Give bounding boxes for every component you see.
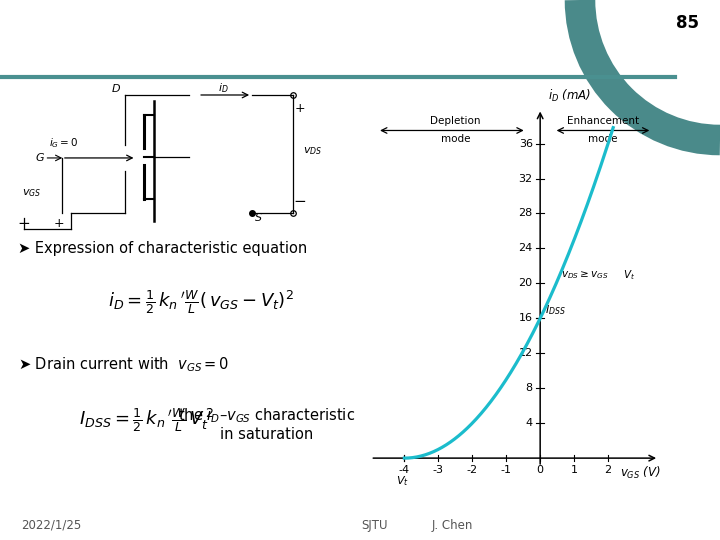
Text: 2022/1/25: 2022/1/25 <box>22 518 82 532</box>
Text: -1: -1 <box>500 465 512 475</box>
Text: Characteristic curves: Characteristic curves <box>17 31 366 60</box>
Text: $i_G = 0$: $i_G = 0$ <box>49 136 78 150</box>
Text: $V_t$: $V_t$ <box>624 268 636 281</box>
Text: $V_t$: $V_t$ <box>396 474 409 488</box>
Text: 36: 36 <box>518 139 533 148</box>
Text: 4: 4 <box>526 418 533 428</box>
Text: D: D <box>112 84 120 94</box>
Text: $v_{GS}$: $v_{GS}$ <box>22 187 42 199</box>
Text: S: S <box>255 213 262 223</box>
Text: 8: 8 <box>526 383 533 393</box>
Text: $I_{DSS} = \frac{1}{2}\,k_n\,{}^\prime\frac{W}{L}\,V_t^{\,2}$: $I_{DSS} = \frac{1}{2}\,k_n\,{}^\prime\f… <box>79 406 214 434</box>
Text: 85: 85 <box>676 14 698 32</box>
Text: $i_D = \frac{1}{2}\,k_n\,{}^\prime\frac{W}{L}(\,v_{GS} - V_t)^2$: $i_D = \frac{1}{2}\,k_n\,{}^\prime\frac{… <box>108 288 294 316</box>
Text: G: G <box>35 153 44 163</box>
Text: $i_D$: $i_D$ <box>218 81 229 95</box>
Text: -4: -4 <box>399 465 410 475</box>
Text: 0: 0 <box>536 465 544 475</box>
Text: $I_{DSS}$: $I_{DSS}$ <box>545 303 566 316</box>
Text: −: − <box>17 216 30 231</box>
Text: SJTU: SJTU <box>361 518 387 532</box>
Text: 20: 20 <box>518 279 533 288</box>
Text: ➤ Expression of characteristic equation: ➤ Expression of characteristic equation <box>18 241 307 255</box>
Text: the $i_D$–$v_{GS}$ characteristic
in saturation: the $i_D$–$v_{GS}$ characteristic in sat… <box>178 406 355 442</box>
Text: 12: 12 <box>518 348 533 358</box>
Text: Depletion: Depletion <box>430 116 480 126</box>
Text: mode: mode <box>441 134 470 144</box>
Text: ➤ Drain current with  $v_{GS} = 0$: ➤ Drain current with $v_{GS} = 0$ <box>18 356 229 374</box>
Text: $v_{DS}$: $v_{DS}$ <box>302 145 322 157</box>
Text: 32: 32 <box>518 173 533 184</box>
Text: $i_D$ (mA): $i_D$ (mA) <box>548 88 591 104</box>
Text: $v_{GS}$ (V): $v_{GS}$ (V) <box>620 465 661 481</box>
Text: J. Chen: J. Chen <box>432 518 473 532</box>
Text: 2: 2 <box>605 465 611 475</box>
Text: $v_{DS} \geq v_{GS}$: $v_{DS} \geq v_{GS}$ <box>561 269 608 281</box>
Text: 16: 16 <box>518 313 533 323</box>
Text: −: − <box>293 194 306 209</box>
Text: +: + <box>294 103 305 116</box>
Text: 1: 1 <box>571 465 577 475</box>
Text: 24: 24 <box>518 244 533 253</box>
Text: -2: -2 <box>467 465 478 475</box>
Text: -3: -3 <box>433 465 444 475</box>
Text: mode: mode <box>588 134 618 144</box>
Text: Enhancement: Enhancement <box>567 116 639 126</box>
Text: 28: 28 <box>518 208 533 219</box>
Text: +: + <box>53 217 64 230</box>
